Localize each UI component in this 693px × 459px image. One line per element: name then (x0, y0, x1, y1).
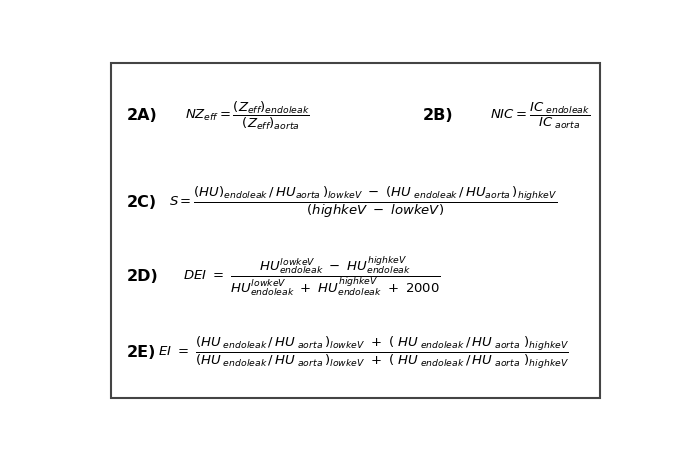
Text: $\mathit{NIC} = \dfrac{IC_{\ endoleak}}{IC_{\ aorta}}$: $\mathit{NIC} = \dfrac{IC_{\ endoleak}}{… (490, 100, 590, 130)
Text: 2B): 2B) (422, 108, 453, 123)
Text: 2D): 2D) (127, 269, 159, 284)
Text: $\mathit{DEI}\ =\ \dfrac{HU^{lowkeV}_{endoleak}\ -\ HU^{highkeV}_{endoleak}}{HU^: $\mathit{DEI}\ =\ \dfrac{HU^{lowkeV}_{en… (183, 254, 441, 298)
Text: $\mathit{EI}\ =\ \dfrac{(HU_{\ endoleak}\,/\,HU_{\ aorta}\,)_{lowkeV}\ +\ (\ HU_: $\mathit{EI}\ =\ \dfrac{(HU_{\ endoleak}… (158, 334, 569, 370)
Text: $S = \dfrac{(HU)_{endoleak}\,/\,HU_{aorta}\,)_{lowkeV}\ -\ (HU_{\ endoleak}\,/\,: $S = \dfrac{(HU)_{endoleak}\,/\,HU_{aort… (169, 184, 557, 219)
Text: 2C): 2C) (127, 194, 157, 209)
Text: $\mathit{NZ}_{eff} = \dfrac{(Z_{eff})_{endoleak}}{(Z_{eff})_{aorta}}$: $\mathit{NZ}_{eff} = \dfrac{(Z_{eff})_{e… (185, 99, 310, 131)
Text: 2A): 2A) (127, 108, 157, 123)
Text: 2E): 2E) (127, 344, 157, 359)
